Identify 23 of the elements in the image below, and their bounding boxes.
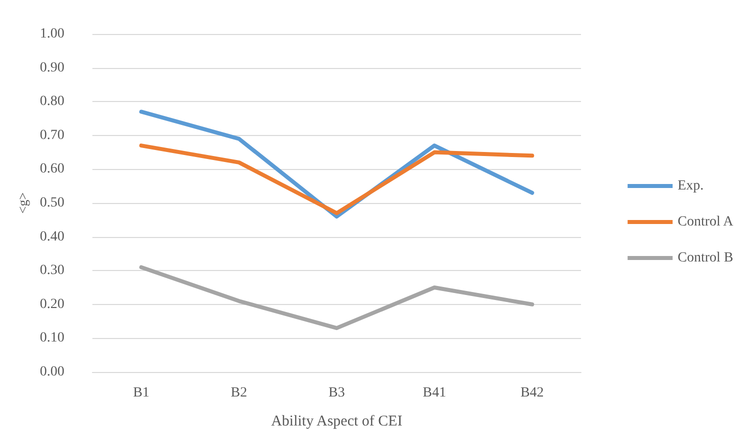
x-tick-label: B42 xyxy=(520,386,544,400)
x-axis-title: Ability Aspect of CEI xyxy=(271,414,402,430)
x-tick-label: B3 xyxy=(328,386,345,400)
line-series xyxy=(139,265,534,330)
y-tick-label: 0.60 xyxy=(40,162,64,177)
y-tick-label: 0.30 xyxy=(40,263,64,278)
line-series xyxy=(139,144,534,216)
y-tick-label: 1.00 xyxy=(40,26,64,42)
y-tick-label: 0.40 xyxy=(40,229,64,244)
legend-label: Control B xyxy=(678,250,734,266)
y-tick-label: 0.00 xyxy=(40,364,64,380)
legend-label: Control A xyxy=(678,214,734,230)
y-tick-label: 0.90 xyxy=(40,60,64,76)
y-tick-label: 0.10 xyxy=(40,330,64,346)
y-tick-label: 0.50 xyxy=(40,196,64,210)
y-axis-title: <g> xyxy=(15,192,30,214)
y-tick-label: 0.20 xyxy=(40,296,64,312)
x-tick-label: B41 xyxy=(422,386,446,400)
x-tick-label: B2 xyxy=(230,386,248,400)
y-tick-label: 0.80 xyxy=(40,94,64,110)
x-tick-label: B1 xyxy=(133,386,150,400)
y-tick-label: 0.70 xyxy=(40,128,64,143)
legend-label: Exp. xyxy=(678,178,704,194)
